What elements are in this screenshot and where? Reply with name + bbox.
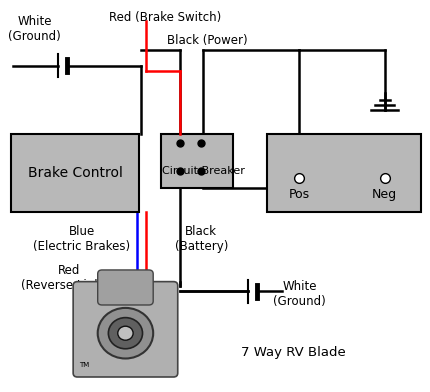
Bar (160, 134, 233, 188)
Text: Blue
(Electric Brakes): Blue (Electric Brakes) (33, 225, 130, 253)
Text: Red
(Reverse Lights): Red (Reverse Lights) (21, 264, 117, 292)
Text: Black
(Battery): Black (Battery) (174, 225, 227, 253)
Text: Pos: Pos (288, 188, 309, 201)
Bar (267, 134, 420, 212)
Text: Red (Brake Switch): Red (Brake Switch) (108, 11, 221, 24)
Circle shape (98, 308, 153, 359)
Text: White
(Ground): White (Ground) (8, 15, 61, 43)
FancyBboxPatch shape (98, 270, 153, 305)
Text: Circuit Breaker: Circuit Breaker (162, 166, 244, 176)
Text: Neg: Neg (372, 188, 396, 201)
Text: TM: TM (80, 363, 89, 368)
Circle shape (117, 326, 133, 340)
Circle shape (108, 318, 142, 349)
Text: 7 Way RV Blade: 7 Way RV Blade (240, 346, 344, 359)
Text: White
(Ground): White (Ground) (272, 279, 325, 308)
Bar (11, 134, 139, 212)
Text: Brake Control: Brake Control (28, 166, 123, 180)
Text: Black (Power): Black (Power) (167, 34, 247, 47)
FancyBboxPatch shape (73, 281, 177, 377)
